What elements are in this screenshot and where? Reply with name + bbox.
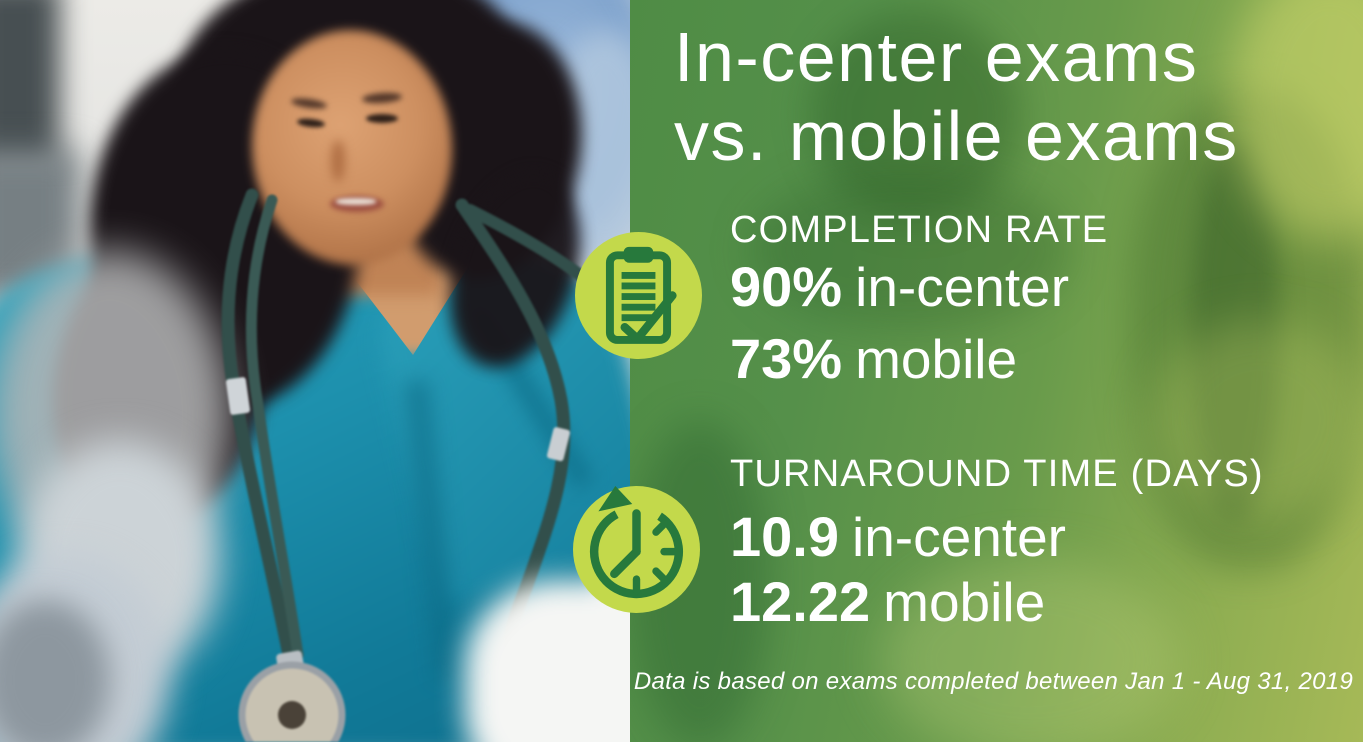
data-period-footnote: Data is based on exams completed between… <box>633 668 1354 695</box>
stethoscope-metal-band <box>225 377 251 415</box>
turnaround-time-badge <box>573 486 700 613</box>
stat-value: 90% <box>730 255 843 318</box>
photo-window-shape <box>0 0 60 170</box>
panel-backdrop-shape <box>750 170 1070 330</box>
title-line-2: vs. mobile exams <box>674 97 1239 175</box>
stat-label: in-center <box>855 256 1070 318</box>
photo-foreground-shape <box>0 600 110 742</box>
stats-panel: In-center exams vs. mobile exams COMPLET… <box>630 0 1363 742</box>
stat-label: mobile <box>883 571 1046 633</box>
smile-shape <box>336 198 376 205</box>
page-title: In-center exams vs. mobile exams <box>674 18 1239 176</box>
stat-label: mobile <box>855 328 1018 390</box>
completion-rate-in-center-stat: 90% in-center <box>730 255 1070 319</box>
nurse-photo <box>0 0 630 742</box>
eye-shape <box>366 114 398 123</box>
clipboard-check-icon <box>605 246 677 344</box>
nose-shape <box>331 140 345 182</box>
stat-value: 12.22 <box>730 570 871 633</box>
turnaround-mobile-stat: 12.22 mobile <box>730 570 1046 634</box>
photo-foreground-shape <box>465 580 630 742</box>
stat-label: in-center <box>852 506 1066 568</box>
turnaround-in-center-stat: 10.9 in-center <box>730 505 1066 569</box>
title-line-1: In-center exams <box>674 18 1199 96</box>
completion-rate-mobile-stat: 73% mobile <box>730 327 1018 391</box>
clock-turnaround-icon <box>589 486 684 599</box>
panel-backdrop-shape <box>880 560 1180 742</box>
completion-rate-badge <box>575 232 702 359</box>
completion-rate-heading: COMPLETION RATE <box>730 209 1109 251</box>
stat-value: 73% <box>730 327 843 390</box>
panel-backdrop-shape <box>810 10 1020 220</box>
stat-value: 10.9 <box>730 505 839 568</box>
turnaround-time-heading: TURNAROUND TIME (DAYS) <box>730 453 1264 495</box>
panel-backdrop-shape <box>1150 320 1363 520</box>
